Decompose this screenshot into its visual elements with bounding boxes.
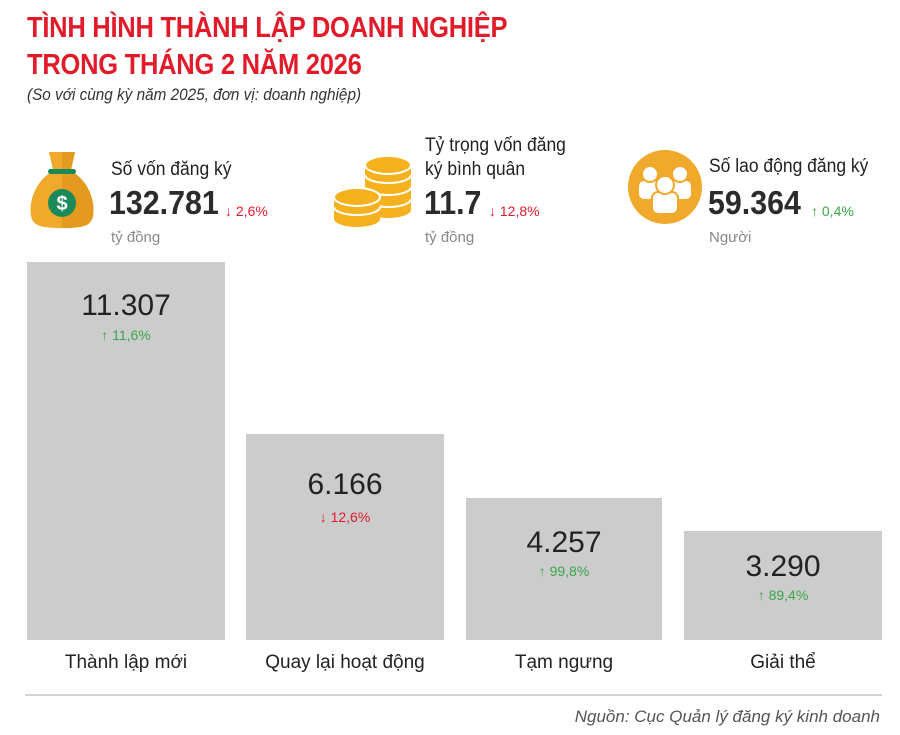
stat-label-line-1: Tỷ trọng vốn đăng <box>425 135 566 156</box>
stat-label: Số vốn đăng ký <box>111 159 232 180</box>
bar-resumed-operation: 6.166 ↓ 12,6% <box>246 434 444 640</box>
stat-change: ↓ 2,6% <box>225 203 268 219</box>
category-label: Giải thể <box>750 652 816 673</box>
stat-unit: tỷ đồng <box>425 229 475 246</box>
bar-new-established: 11.307 ↑ 11,6% <box>27 262 225 640</box>
bar-change: ↑ 89,4% <box>757 587 809 603</box>
stat-change: ↓ 12,8% <box>489 203 540 219</box>
bar-suspended: 4.257 ↑ 99,8% <box>466 498 662 640</box>
svg-text:$: $ <box>56 193 67 215</box>
subtitle: (So với cùng kỳ năm 2025, đơn vị: doanh … <box>27 85 362 104</box>
bar-change: ↑ 11,6% <box>101 327 151 343</box>
people-group-icon <box>628 150 702 224</box>
stat-value: 59.364 <box>708 184 801 221</box>
stat-label: Số lao động đăng ký <box>709 156 869 177</box>
stat-unit: tỷ đồng <box>111 229 161 246</box>
bar-change: ↑ 99,8% <box>538 563 590 579</box>
divider <box>25 694 882 696</box>
stat-label-line-2: ký bình quân <box>425 159 526 180</box>
money-bag-icon: $ <box>27 148 97 230</box>
page-title: TÌNH HÌNH THÀNH LẬP DOANH NGHIỆP TRONG T… <box>27 10 507 84</box>
bar-value: 6.166 <box>307 468 383 501</box>
stat-change: ↑ 0,4% <box>811 203 854 219</box>
category-label: Quay lại hoạt động <box>265 652 425 673</box>
stat-value: 11.7 <box>424 184 482 221</box>
bar-dissolved: 3.290 ↑ 89,4% <box>684 531 882 640</box>
bar-change: ↓ 12,6% <box>319 509 371 525</box>
category-label: Tạm ngưng <box>514 652 614 673</box>
stat-label: Tỷ trọng vốn đăng ký bình quân <box>425 134 566 182</box>
source-note: Nguồn: Cục Quản lý đăng ký kinh doanh <box>574 707 880 726</box>
title-line-2: TRONG THÁNG 2 NĂM 2026 <box>27 49 362 81</box>
bar-value: 11.307 <box>81 289 171 322</box>
coins-stack-icon <box>333 155 413 230</box>
category-label: Thành lập mới <box>64 652 188 673</box>
stat-unit: Người <box>709 229 752 246</box>
title-line-1: TÌNH HÌNH THÀNH LẬP DOANH NGHIỆP <box>27 12 508 44</box>
bar-value: 3.290 <box>745 550 821 583</box>
bar-value: 4.257 <box>526 526 602 559</box>
stat-value: 132.781 <box>109 184 219 221</box>
